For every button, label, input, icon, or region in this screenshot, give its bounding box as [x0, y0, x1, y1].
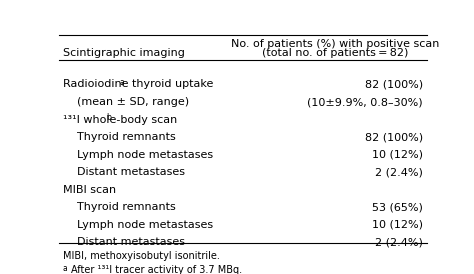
- Text: Distant metastases: Distant metastases: [63, 167, 185, 177]
- Text: Radioiodine thyroid uptake: Radioiodine thyroid uptake: [63, 79, 213, 90]
- Text: Lymph node metastases: Lymph node metastases: [63, 150, 213, 159]
- Text: b: b: [107, 113, 111, 122]
- Text: Thyroid remnants: Thyroid remnants: [63, 132, 176, 142]
- Text: 82 (100%): 82 (100%): [365, 79, 423, 90]
- Text: 10 (12%): 10 (12%): [372, 150, 423, 159]
- Text: Scintigraphic imaging: Scintigraphic imaging: [63, 48, 185, 58]
- Text: Thyroid remnants: Thyroid remnants: [63, 202, 176, 212]
- Text: Distant metastases: Distant metastases: [63, 237, 185, 247]
- Text: 82 (100%): 82 (100%): [365, 132, 423, 142]
- Text: MIBI, methoxyisobutyl isonitrile.: MIBI, methoxyisobutyl isonitrile.: [63, 251, 220, 261]
- Text: After ¹³¹I tracer activity of 3.7 MBq.: After ¹³¹I tracer activity of 3.7 MBq.: [71, 265, 242, 274]
- Text: 2 (2.4%): 2 (2.4%): [375, 167, 423, 177]
- Text: a: a: [63, 264, 68, 273]
- Text: (total no. of patients = 82): (total no. of patients = 82): [262, 48, 408, 58]
- Text: (10±9.9%, 0.8–30%): (10±9.9%, 0.8–30%): [307, 97, 423, 107]
- Text: a: a: [119, 78, 124, 87]
- Text: ¹³¹I whole-body scan: ¹³¹I whole-body scan: [63, 115, 177, 124]
- Text: Lymph node metastases: Lymph node metastases: [63, 219, 213, 230]
- Text: 53 (65%): 53 (65%): [372, 202, 423, 212]
- Text: (mean ± SD, range): (mean ± SD, range): [63, 97, 189, 107]
- Text: 2 (2.4%): 2 (2.4%): [375, 237, 423, 247]
- Text: No. of patients (%) with positive scan: No. of patients (%) with positive scan: [230, 39, 439, 49]
- Text: MIBI scan: MIBI scan: [63, 185, 116, 195]
- Text: 10 (12%): 10 (12%): [372, 219, 423, 230]
